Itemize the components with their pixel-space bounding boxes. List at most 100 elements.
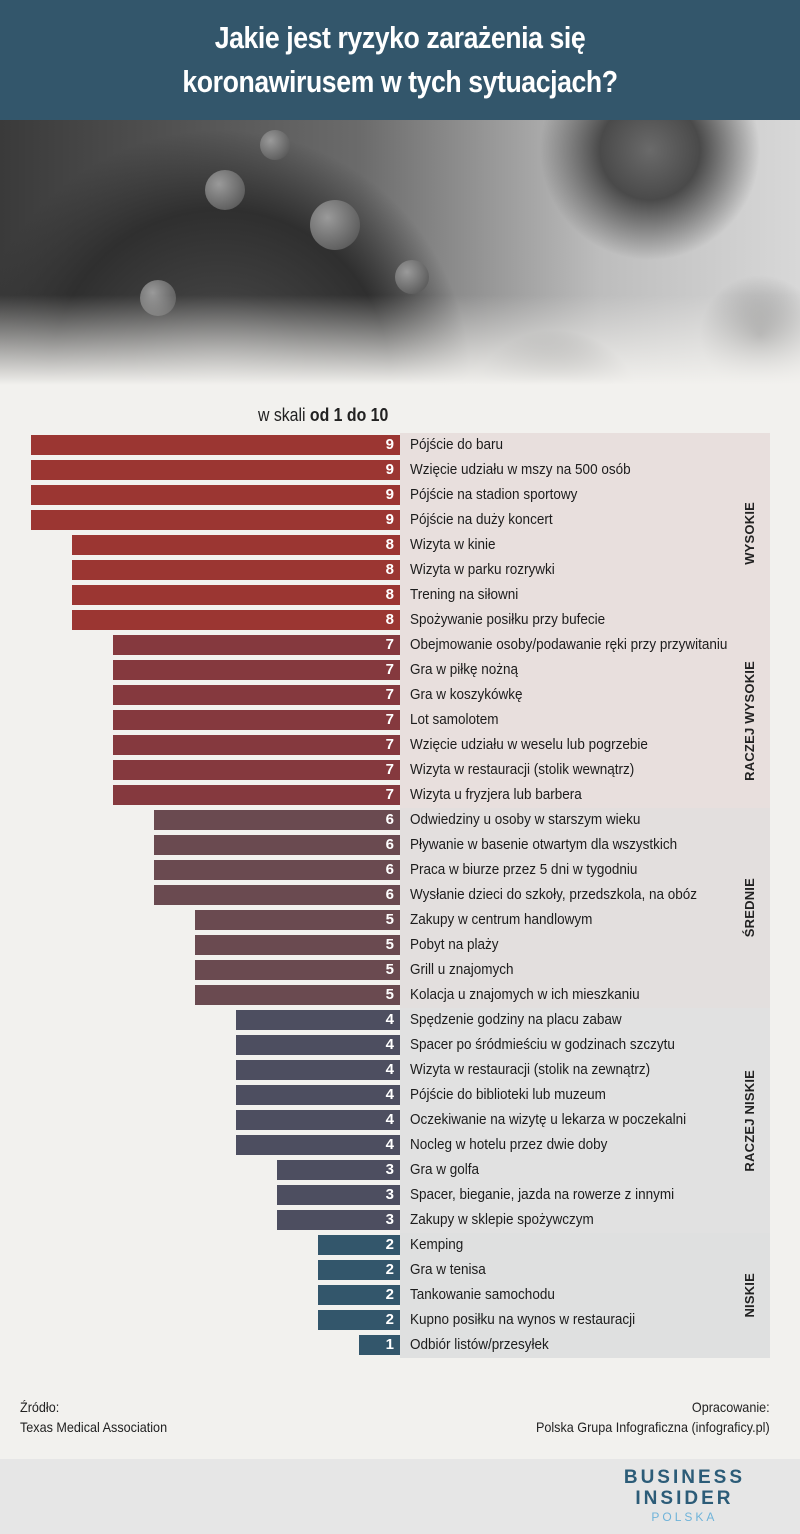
chart-row: 7 Wzięcie udziału w weselu lub pogrzebie — [0, 735, 800, 760]
author-label: Opracowanie: — [692, 1399, 770, 1415]
category-label: Kemping — [410, 1236, 464, 1253]
chart-row: 2 Tankowanie samochodu — [0, 1285, 800, 1310]
chart-row: 6 Pływanie w basenie otwartym dla wszystk… — [0, 835, 800, 860]
bar: 1 — [359, 1335, 400, 1355]
chart-row: 5 Grill u znajomych — [0, 960, 800, 985]
category-label: Wizyta w restauracji (stolik na zewnątrz… — [410, 1061, 651, 1078]
chart-row: 4 Wizyta w restauracji (stolik na zewnątr… — [0, 1060, 800, 1085]
category-label: Spacer, bieganie, jazda na rowerze z inn… — [410, 1186, 675, 1203]
bar: 4 — [236, 1135, 400, 1155]
bar: 5 — [195, 910, 400, 930]
source-label: Źródło: — [20, 1399, 60, 1415]
chart-row: 4 Oczekiwanie na wizytę u lekarza w pocze… — [0, 1110, 800, 1135]
bar: 2 — [318, 1260, 400, 1280]
chart-row: 9 Pójście do baru — [0, 435, 800, 460]
author-value: Polska Grupa Infograficzna (infograficy.… — [536, 1419, 770, 1435]
category-label: Gra w golfa — [410, 1161, 480, 1178]
bar-value-label: 7 — [385, 736, 394, 753]
title-line-1: Jakie jest ryzyko zarażenia się — [214, 20, 586, 55]
category-label: Kolacja u znajomych w ich mieszkaniu — [410, 986, 640, 1003]
bar-value-label: 4 — [385, 1036, 394, 1053]
category-label: Wizyta w kinie — [410, 536, 496, 553]
category-label: Zakupy w sklepie spożywczym — [410, 1211, 594, 1228]
bar: 6 — [154, 810, 400, 830]
bar: 8 — [72, 585, 400, 605]
category-label: Odbiór listów/przesyłek — [410, 1336, 549, 1353]
bar: 3 — [277, 1160, 400, 1180]
chart-row: 4 Spędzenie godziny na placu zabaw — [0, 1010, 800, 1035]
logo-line-1: BUSINESS — [623, 1467, 745, 1488]
bar-value-label: 9 — [385, 436, 394, 453]
category-label: Pobyt na plaży — [410, 936, 499, 953]
chart-row: 9 Pójście na stadion sportowy — [0, 485, 800, 510]
category-label: Wizyta u fryzjera lub barbera — [410, 786, 582, 803]
bar: 9 — [31, 485, 400, 505]
bar-value-label: 4 — [385, 1136, 394, 1153]
bar-value-label: 4 — [385, 1111, 394, 1128]
scale-prefix: w skali — [258, 405, 310, 425]
bar-value-label: 8 — [385, 561, 394, 578]
chart-row: 6 Praca w biurze przez 5 dni w tygodniu — [0, 860, 800, 885]
bar: 7 — [113, 635, 400, 655]
category-label: Pójście do baru — [410, 436, 504, 453]
bar-value-label: 7 — [385, 661, 394, 678]
bar: 5 — [195, 960, 400, 980]
business-insider-logo: BUSINESS INSIDER POLSKA — [624, 1467, 745, 1525]
chart-row: 7 Gra w piłkę nożną — [0, 660, 800, 685]
bar-value-label: 6 — [385, 861, 394, 878]
bar-value-label: 4 — [385, 1011, 394, 1028]
coronavirus-photo — [0, 120, 800, 385]
chart-row: 2 Kupno posiłku na wynos w restauracji — [0, 1310, 800, 1335]
bar-value-label: 5 — [385, 961, 394, 978]
bar: 7 — [113, 685, 400, 705]
bar-value-label: 6 — [385, 811, 394, 828]
bar: 2 — [318, 1235, 400, 1255]
category-label: Obejmowanie osoby/podawanie ręki przy pr… — [410, 636, 728, 653]
category-label: Odwiedziny u osoby w starszym wieku — [410, 811, 641, 828]
bar-value-label: 3 — [385, 1211, 394, 1228]
group-band: RACZEJ NISKIE — [400, 1008, 770, 1233]
chart-row: 5 Zakupy w centrum handlowym — [0, 910, 800, 935]
category-label: Wizyta w restauracji (stolik wewnątrz) — [410, 761, 635, 778]
bar-value-label: 8 — [385, 611, 394, 628]
category-label: Kupno posiłku na wynos w restauracji — [410, 1311, 636, 1328]
bar-value-label: 5 — [385, 936, 394, 953]
bar-value-label: 7 — [385, 636, 394, 653]
source: Źródło: Texas Medical Association — [20, 1397, 167, 1437]
chart-row: 2 Kemping — [0, 1235, 800, 1260]
chart-row: 1 Odbiór listów/przesyłek — [0, 1335, 800, 1360]
bar: 7 — [113, 785, 400, 805]
bar-value-label: 5 — [385, 911, 394, 928]
chart-row: 4 Nocleg w hotelu przez dwie doby — [0, 1135, 800, 1160]
bar-value-label: 6 — [385, 836, 394, 853]
category-label: Spacer po śródmieściu w godzinach szczyt… — [410, 1036, 675, 1053]
category-label: Wizyta w parku rozrywki — [410, 561, 555, 578]
bar: 8 — [72, 610, 400, 630]
bar: 5 — [195, 985, 400, 1005]
bar-value-label: 4 — [385, 1086, 394, 1103]
bar: 3 — [277, 1210, 400, 1230]
category-label: Pójście na stadion sportowy — [410, 486, 578, 503]
category-label: Wysłanie dzieci do szkoły, przedszkola, … — [410, 886, 698, 903]
bar-value-label: 9 — [385, 486, 394, 503]
source-value: Texas Medical Association — [20, 1419, 168, 1435]
bar-value-label: 2 — [385, 1311, 394, 1328]
chart-row: 7 Obejmowanie osoby/podawanie ręki przy p… — [0, 635, 800, 660]
bar-value-label: 2 — [385, 1261, 394, 1278]
group-band: RACZEJ WYSOKIE — [400, 633, 770, 808]
brand-bar: BUSINESS INSIDER POLSKA — [0, 1459, 800, 1534]
group-band: NISKIE — [400, 1233, 770, 1358]
footer: Źródło: Texas Medical Association Opraco… — [0, 1385, 800, 1460]
category-label: Wzięcie udziału w weselu lub pogrzebie — [410, 736, 648, 753]
chart-row: 7 Gra w koszykówkę — [0, 685, 800, 710]
group-band: WYSOKIE — [400, 433, 770, 633]
category-label: Oczekiwanie na wizytę u lekarza w poczek… — [410, 1111, 687, 1128]
chart-row: 8 Trening na siłowni — [0, 585, 800, 610]
bar-value-label: 1 — [385, 1336, 394, 1353]
bar: 4 — [236, 1035, 400, 1055]
bar-value-label: 9 — [385, 461, 394, 478]
chart-row: 6 Wysłanie dzieci do szkoły, przedszkola,… — [0, 885, 800, 910]
category-label: Tankowanie samochodu — [410, 1286, 555, 1303]
bar: 8 — [72, 560, 400, 580]
chart-row: 2 Gra w tenisa — [0, 1260, 800, 1285]
